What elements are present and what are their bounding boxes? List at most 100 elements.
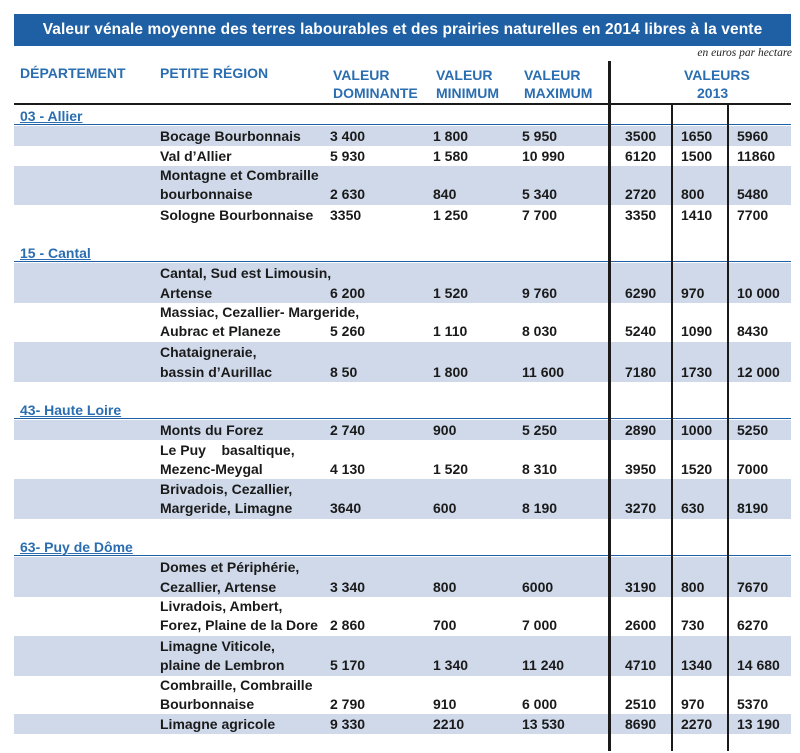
cell-region-line1: Chataigneraie, — [160, 344, 257, 360]
cell-maximum: 11 600 — [522, 364, 565, 380]
cell-dominante-2013: 2600 — [625, 617, 657, 633]
cell-region: Bocage Bourbonnais — [160, 128, 301, 144]
cell-maximum-2013: 8190 — [737, 500, 769, 516]
cell-minimum: 800 — [433, 579, 457, 595]
cell-dominante: 5 260 — [330, 323, 366, 339]
cell-dominante: 3 340 — [330, 579, 366, 595]
cell-minimum: 600 — [433, 500, 457, 516]
department-label: 15 - Cantal — [20, 245, 91, 261]
cell-dominante-2013: 5240 — [625, 323, 657, 339]
cell-maximum-2013: 7000 — [737, 461, 769, 477]
cell-dominante: 2 790 — [330, 696, 366, 712]
cell-dominante-2013: 6290 — [625, 285, 657, 301]
cell-minimum: 1 110 — [433, 323, 468, 339]
cell-maximum: 9 760 — [522, 285, 558, 301]
cell-dominante-2013: 3350 — [625, 207, 657, 223]
cell-dominante-2013: 6120 — [625, 148, 657, 164]
cell-minimum-2013: 1520 — [681, 461, 713, 477]
cell-region-line2: Margeride, Limagne — [160, 500, 293, 516]
cell-dominante: 2 630 — [330, 186, 366, 202]
cell-maximum: 11 240 — [522, 657, 565, 673]
cell-region-line2: Mezenc-Meygal — [160, 461, 263, 477]
section-divider — [14, 261, 791, 262]
cell-dominante-2013: 2510 — [625, 696, 657, 712]
cell-maximum-2013: 5480 — [737, 186, 769, 202]
section-divider — [14, 418, 791, 419]
cell-region-line1: Livradois, Ambert, — [160, 598, 283, 614]
cell-minimum-2013: 970 — [681, 696, 705, 712]
cell-minimum-2013: 800 — [681, 186, 705, 202]
cell-maximum: 5 340 — [522, 186, 558, 202]
cell-maximum-2013: 10 000 — [737, 285, 780, 301]
cell-minimum-2013: 1340 — [681, 657, 713, 673]
cell-maximum: 8 310 — [522, 461, 558, 477]
cell-dominante-2013: 7180 — [625, 364, 657, 380]
section-divider — [14, 555, 791, 556]
cell-region-line1: Domes et Périphérie, — [160, 559, 300, 575]
cell-minimum-2013: 800 — [681, 579, 705, 595]
cell-maximum: 7 000 — [522, 617, 558, 633]
cell-minimum: 1 800 — [433, 128, 469, 144]
row-band — [14, 126, 791, 146]
cell-maximum: 10 990 — [522, 148, 565, 164]
cell-region: Sologne Bourbonnaise — [160, 207, 314, 223]
cell-minimum-2013: 1410 — [681, 207, 713, 223]
cell-dominante: 3 400 — [330, 128, 366, 144]
row-band — [14, 714, 791, 734]
cell-maximum-2013: 11860 — [737, 148, 776, 164]
row-band — [14, 342, 791, 382]
row-band — [14, 263, 791, 303]
header-divider — [14, 103, 791, 105]
row-band — [14, 166, 791, 205]
cell-maximum: 6 000 — [522, 696, 558, 712]
cell-minimum-2013: 1500 — [681, 148, 713, 164]
cell-dominante: 2 860 — [330, 617, 366, 633]
header-valeurs-2013-1: VALEURS — [684, 67, 750, 83]
column-divider-2013 — [608, 61, 611, 751]
cell-minimum: 900 — [433, 422, 457, 438]
cell-region-line2: bassin d’Aurillac — [160, 364, 273, 380]
cell-minimum-2013: 1000 — [681, 422, 713, 438]
header-valeur-maximum-2: MAXIMUM — [524, 85, 593, 101]
cell-dominante: 4 130 — [330, 461, 366, 477]
cell-dominante: 2 740 — [330, 422, 366, 438]
cell-minimum: 1 520 — [433, 285, 469, 301]
cell-dominante-2013: 3270 — [625, 500, 657, 516]
row-band — [14, 557, 791, 597]
cell-maximum-2013: 14 680 — [737, 657, 780, 673]
cell-minimum: 1 800 — [433, 364, 469, 380]
cell-region: Limagne agricole — [160, 716, 276, 732]
cell-minimum: 700 — [433, 617, 457, 633]
cell-maximum-2013: 7700 — [737, 207, 769, 223]
cell-minimum-2013: 1730 — [681, 364, 713, 380]
cell-region-line1: Massiac, Cezallier- Margeride, — [160, 304, 360, 320]
cell-dominante: 6 200 — [330, 285, 366, 301]
cell-region-line1: Brivadois, Cezallier, — [160, 481, 293, 497]
cell-minimum: 2210 — [433, 716, 465, 732]
cell-region-line1: Cantal, Sud est Limousin, — [160, 265, 332, 281]
cell-maximum: 8 190 — [522, 500, 558, 516]
cell-minimum-2013: 630 — [681, 500, 705, 516]
column-divider — [671, 103, 673, 751]
section-divider — [14, 124, 791, 125]
cell-region-line1: Le Puy basaltique, — [160, 442, 295, 458]
cell-minimum-2013: 1090 — [681, 323, 713, 339]
cell-dominante: 8 50 — [330, 364, 358, 380]
cell-minimum-2013: 2270 — [681, 716, 713, 732]
cell-maximum-2013: 7670 — [737, 579, 769, 595]
cell-region-line1: Montagne et Combraille — [160, 167, 319, 183]
cell-region-line1: Limagne Viticole, — [160, 638, 275, 654]
cell-dominante-2013: 3950 — [625, 461, 657, 477]
cell-minimum-2013: 1650 — [681, 128, 713, 144]
header-valeurs-2013-2: 2013 — [697, 85, 729, 101]
department-label: 63- Puy de Dôme — [20, 539, 133, 555]
cell-maximum-2013: 5960 — [737, 128, 769, 144]
header-valeur-minimum-1: VALEUR — [436, 67, 493, 83]
row-band — [14, 479, 791, 519]
cell-maximum: 7 700 — [522, 207, 558, 223]
cell-dominante-2013: 4710 — [625, 657, 657, 673]
unit-note: en euros par hectare — [697, 47, 792, 59]
cell-maximum-2013: 8430 — [737, 323, 769, 339]
column-divider — [727, 103, 729, 751]
header-valeur-dominante-2: DOMINANTE — [333, 85, 418, 101]
